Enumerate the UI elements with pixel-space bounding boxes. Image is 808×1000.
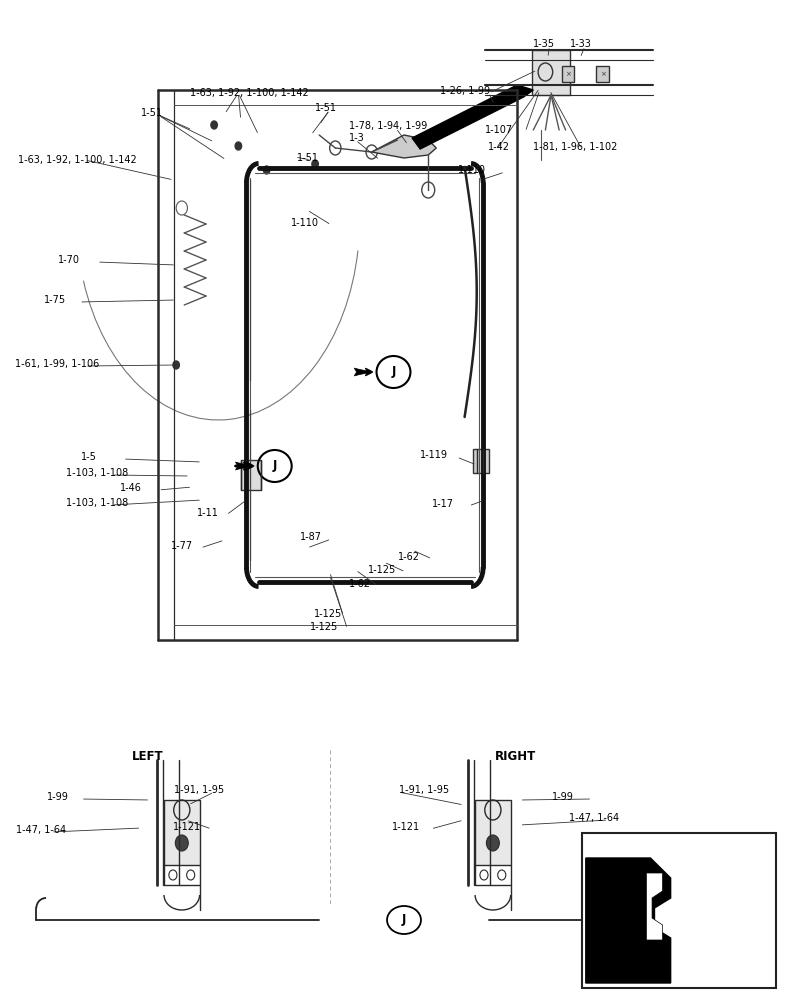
Text: 1-46: 1-46 <box>120 483 141 493</box>
Text: RIGHT: RIGHT <box>494 750 537 762</box>
Polygon shape <box>586 858 671 983</box>
Bar <box>473 449 489 473</box>
Text: 1-91, 1-95: 1-91, 1-95 <box>399 785 449 795</box>
Text: 1-35: 1-35 <box>533 39 555 49</box>
Text: 1-81, 1-96, 1-102: 1-81, 1-96, 1-102 <box>533 142 617 152</box>
Text: 1-70: 1-70 <box>58 255 80 265</box>
Text: 1-63, 1-92, 1-100, 1-142: 1-63, 1-92, 1-100, 1-142 <box>18 155 137 165</box>
Text: ×: × <box>600 71 606 77</box>
Circle shape <box>211 121 217 129</box>
Text: 1-119: 1-119 <box>420 450 448 460</box>
Text: 1-3: 1-3 <box>349 133 364 143</box>
Circle shape <box>312 160 318 168</box>
Text: 1-110: 1-110 <box>458 165 486 175</box>
Text: 1-121: 1-121 <box>392 822 420 832</box>
Text: 1-62: 1-62 <box>398 552 419 562</box>
Text: 1-107: 1-107 <box>485 125 513 135</box>
Text: 1-103, 1-108: 1-103, 1-108 <box>66 468 128 478</box>
Polygon shape <box>646 873 663 940</box>
Text: J: J <box>391 365 396 378</box>
Text: 1-87: 1-87 <box>300 532 322 542</box>
Text: 1-26, 1-99: 1-26, 1-99 <box>440 86 490 96</box>
Text: 1-77: 1-77 <box>171 541 193 551</box>
Text: ×: × <box>565 71 571 77</box>
Text: 1-51: 1-51 <box>315 103 337 113</box>
Text: 1-103, 1-108: 1-103, 1-108 <box>66 498 128 508</box>
Text: J: J <box>272 460 277 473</box>
Polygon shape <box>372 135 436 158</box>
Text: 1-5: 1-5 <box>81 452 97 462</box>
Text: 1-125: 1-125 <box>368 565 396 575</box>
Text: 1-99: 1-99 <box>47 792 69 802</box>
Text: 1-63, 1-92, 1-100, 1-142: 1-63, 1-92, 1-100, 1-142 <box>190 88 309 98</box>
Ellipse shape <box>387 906 421 934</box>
Bar <box>164 800 200 865</box>
Bar <box>532 50 570 95</box>
Text: 1-47, 1-64: 1-47, 1-64 <box>16 825 66 835</box>
Text: 1-110: 1-110 <box>291 218 319 228</box>
Text: 1-51: 1-51 <box>297 153 319 163</box>
Bar <box>596 66 609 82</box>
Text: 1-91, 1-95: 1-91, 1-95 <box>174 785 224 795</box>
Text: 1-121: 1-121 <box>173 822 201 832</box>
Text: 1-125: 1-125 <box>314 609 342 619</box>
Text: 1-17: 1-17 <box>431 499 453 509</box>
Polygon shape <box>412 85 533 149</box>
Text: 1-11: 1-11 <box>197 508 219 518</box>
Circle shape <box>486 835 499 851</box>
Circle shape <box>235 142 242 150</box>
Text: 1-61, 1-99, 1-106: 1-61, 1-99, 1-106 <box>15 359 99 369</box>
Circle shape <box>263 166 270 174</box>
Text: J: J <box>402 914 406 926</box>
Bar <box>582 833 776 988</box>
Text: 1-42: 1-42 <box>488 142 510 152</box>
Text: 1-99: 1-99 <box>552 792 574 802</box>
Circle shape <box>175 835 188 851</box>
Text: 1-51: 1-51 <box>141 108 163 118</box>
Text: LEFT: LEFT <box>132 750 164 762</box>
Text: 1-125: 1-125 <box>309 622 338 632</box>
Bar <box>241 460 261 490</box>
Text: 1-78, 1-94, 1-99: 1-78, 1-94, 1-99 <box>349 121 427 131</box>
Circle shape <box>173 361 179 369</box>
Text: 1-47, 1-64: 1-47, 1-64 <box>569 813 619 823</box>
Text: 1-33: 1-33 <box>570 39 591 49</box>
Bar <box>562 66 574 82</box>
Text: 1-62: 1-62 <box>349 579 371 589</box>
Bar <box>475 800 511 865</box>
Text: 1-75: 1-75 <box>44 295 66 305</box>
